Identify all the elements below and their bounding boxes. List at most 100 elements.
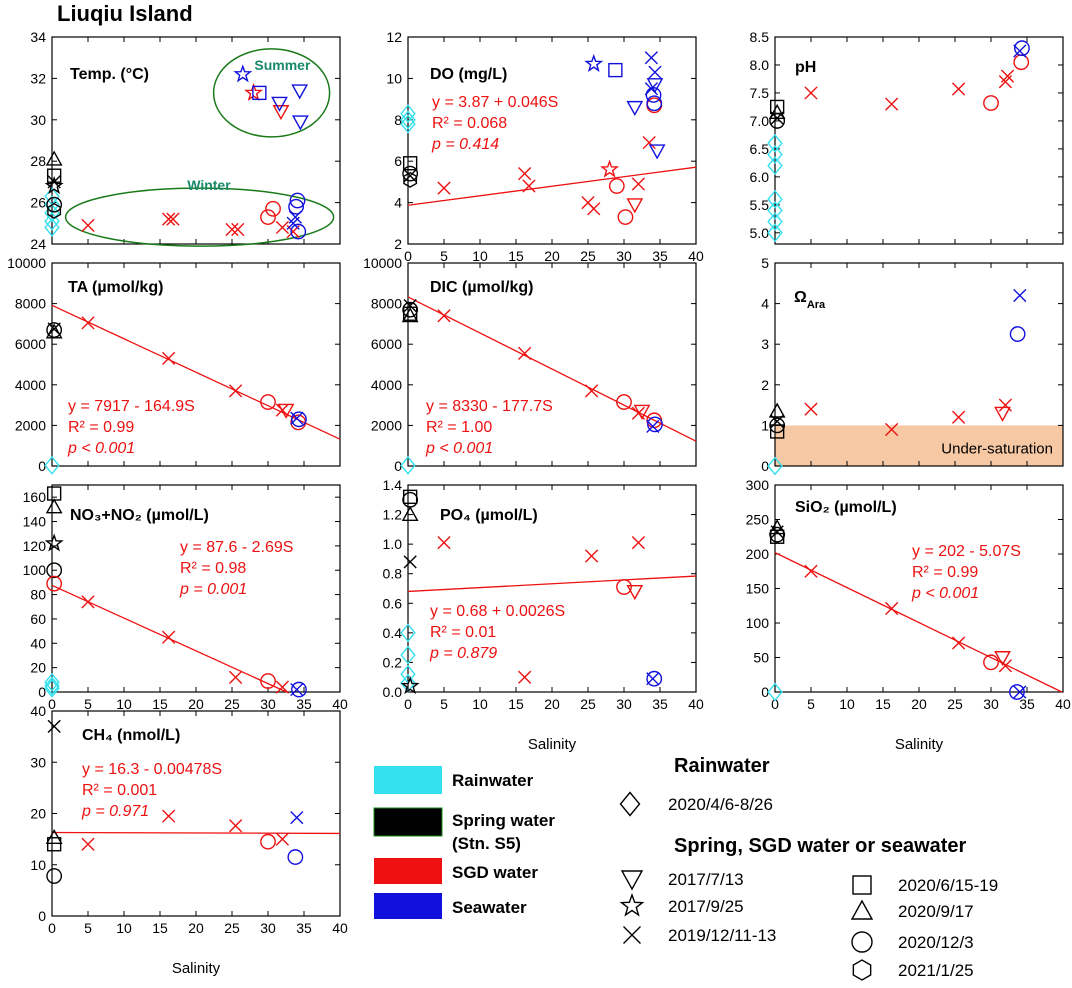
data-point [769, 417, 786, 434]
data-point [631, 536, 646, 550]
data-point [767, 682, 783, 702]
data-point [885, 601, 899, 616]
panel-title: CH₄ (nmol/L) [82, 727, 180, 744]
x-axis-label: Salinity [528, 736, 577, 753]
data-point [626, 584, 644, 601]
regression-line [407, 575, 697, 593]
y-tick-label: 4 [394, 195, 402, 211]
x-tick-label: 15 [875, 696, 891, 712]
data-point [403, 169, 417, 183]
data-point [767, 156, 783, 176]
regression-stat: y = 3.87 + 0.046S [432, 94, 558, 111]
data-point [162, 809, 176, 823]
y-tick-label: 50 [753, 650, 769, 666]
data-point [44, 176, 64, 195]
data-point [646, 670, 663, 687]
x-tick-label: 30 [260, 696, 276, 712]
x-tick-label: 0 [48, 696, 56, 712]
y-tick-label: 7.5 [750, 85, 770, 101]
data-point [272, 105, 290, 121]
x-tick-label: 35 [652, 248, 668, 264]
data-point [252, 85, 267, 101]
legend-swatch-rain [374, 766, 442, 794]
data-point [45, 498, 63, 514]
data-point [767, 212, 783, 232]
x-tick-label: 0 [48, 920, 56, 936]
legend-marker [619, 791, 641, 817]
data-point [400, 456, 416, 475]
x-tick-label: 0 [404, 248, 412, 264]
legend: Rainwater Spring water (Stn. S5) SGD water S… [373, 755, 998, 981]
y-tick-label: 0 [38, 458, 46, 474]
summer-label: Summer [254, 57, 311, 73]
data-point [44, 672, 60, 692]
data-point [769, 526, 786, 543]
data-point [998, 398, 1013, 412]
y-tick-label: 2000 [15, 417, 46, 433]
regression-stat: y = 7917 - 164.9S [68, 398, 195, 415]
data-point [587, 202, 601, 216]
data-point [286, 216, 300, 230]
x-tick-label: 0 [771, 696, 779, 712]
data-point [770, 525, 784, 539]
summer-ellipse [212, 48, 331, 138]
y-tick-label: 4 [761, 296, 769, 312]
data-point [769, 99, 785, 115]
x-tick-label: 20 [544, 696, 560, 712]
data-point [644, 51, 658, 65]
y-tick-label: 0 [394, 458, 402, 474]
panel-title: Temp. (°C) [70, 66, 149, 83]
data-point [46, 168, 62, 183]
regression-stat: p < 0.001 [425, 440, 493, 457]
x-tick-label: 10 [472, 696, 488, 712]
data-point [400, 110, 416, 130]
y-tick-label: 6 [394, 153, 402, 169]
data-point [437, 181, 451, 195]
data-point [403, 299, 417, 313]
x-tick-label: 10 [472, 248, 488, 264]
data-point [275, 220, 290, 235]
y-tick-label: 0.2 [383, 654, 403, 670]
data-point [767, 145, 783, 164]
data-point [804, 86, 818, 100]
y-tick-label: 0 [761, 684, 769, 700]
x-tick-label: 5 [807, 696, 815, 712]
y-tick-label: 4000 [15, 377, 46, 393]
y-tick-label: 300 [746, 477, 770, 493]
legend-label: (Stn. S5) [452, 834, 521, 853]
x-axis-label: Salinity [172, 960, 221, 977]
x-tick-label: 35 [652, 696, 668, 712]
data-point [437, 536, 451, 550]
data-point [225, 222, 239, 237]
data-point [46, 562, 63, 579]
x-tick-label: 30 [616, 248, 632, 264]
data-point [646, 78, 664, 94]
y-tick-label: 0.4 [383, 625, 403, 641]
y-tick-label: 60 [30, 611, 46, 627]
data-point [1013, 54, 1030, 71]
panel-ch4: 0 10 20 30 40 0 5 10 15 20 25 30 35 40 Salinity CH₄ (nm… [30, 703, 348, 977]
data-point [46, 575, 63, 592]
x-tick-label: 10 [839, 696, 855, 712]
data-point [951, 82, 966, 96]
legend-marker [852, 959, 872, 981]
x-tick-label: 20 [544, 248, 560, 264]
y-tick-label: 6000 [371, 336, 402, 352]
data-point [289, 192, 306, 209]
x-tick-label: 20 [188, 696, 204, 712]
data-point [616, 579, 632, 595]
data-point [44, 218, 60, 237]
x-tick-label: 25 [580, 696, 596, 712]
data-point [400, 676, 420, 695]
data-point [260, 394, 276, 410]
data-point [244, 82, 264, 101]
regression-stat: p < 0.001 [67, 440, 135, 457]
data-point [804, 564, 818, 578]
regression-line [407, 166, 697, 206]
data-point [518, 167, 532, 181]
x-tick-label: 40 [332, 920, 348, 936]
data-point [769, 113, 786, 129]
data-point [1009, 684, 1025, 700]
y-tick-label: 28 [30, 153, 46, 169]
data-point [47, 202, 62, 219]
